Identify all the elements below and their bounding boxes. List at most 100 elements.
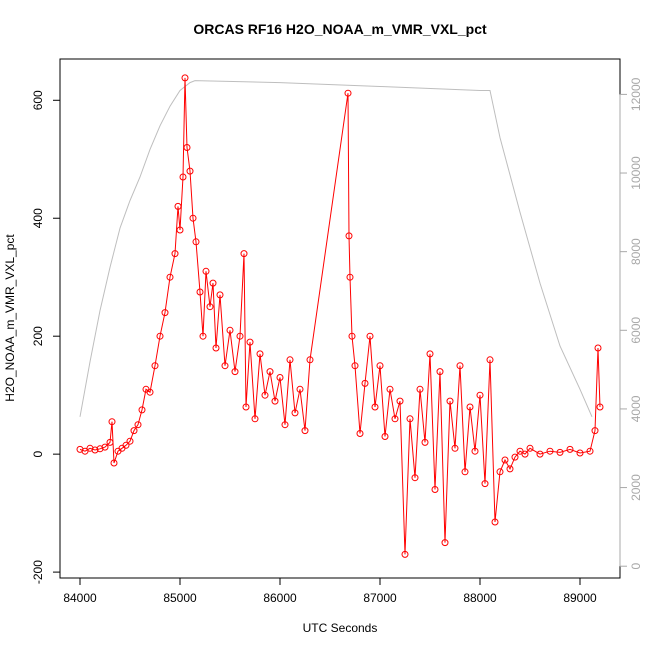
data-point (183, 144, 191, 151)
data-point (406, 415, 414, 423)
data-point (346, 273, 354, 281)
x-axis-label: UTC Seconds (303, 621, 378, 635)
data-point (461, 468, 469, 476)
data-point (161, 309, 169, 317)
data-point (486, 356, 494, 364)
y-tick-label: -200 (31, 560, 45, 584)
data-point (216, 291, 224, 299)
data-point (106, 438, 114, 446)
data-point (344, 89, 352, 97)
data-point (441, 539, 449, 547)
data-point (366, 332, 374, 340)
data-point (446, 397, 454, 405)
data-point (281, 421, 289, 429)
data-point (156, 332, 164, 340)
data-point (276, 374, 284, 381)
data-point (306, 356, 314, 364)
data-point (122, 441, 130, 449)
secondary-series-line (79, 80, 593, 417)
x-tick-label: 86000 (263, 591, 297, 605)
data-point (546, 447, 554, 455)
data-point (426, 350, 434, 358)
data-point (594, 344, 602, 352)
data-point (471, 447, 479, 455)
data-point (96, 445, 104, 453)
data-point (138, 406, 146, 414)
y2-tick-label: 8000 (629, 238, 643, 265)
data-point (556, 448, 564, 456)
data-point (491, 518, 499, 526)
data-point (566, 445, 574, 453)
data-point (171, 250, 179, 258)
data-point (151, 362, 159, 370)
data-point (501, 456, 509, 464)
data-point (81, 447, 89, 455)
data-point (496, 468, 504, 476)
data-point (476, 391, 484, 399)
data-point (291, 409, 299, 417)
data-point (176, 226, 184, 234)
data-point (174, 202, 182, 210)
data-point (536, 450, 544, 458)
x-tick-label: 89000 (563, 591, 597, 605)
data-point (421, 438, 429, 446)
x-tick-label: 85000 (163, 591, 197, 605)
secondary-series (79, 80, 593, 417)
data-point (481, 480, 489, 488)
axes: 84000 85000 86000 87000 88000 89000 -200 0 200 40… (31, 77, 643, 605)
data-point (266, 368, 274, 376)
y2-tick-label: 4000 (629, 395, 643, 422)
data-point (91, 446, 99, 454)
data-point (371, 403, 379, 411)
data-point (196, 288, 204, 296)
data-point (345, 232, 353, 240)
data-point (221, 362, 229, 370)
data-point (271, 397, 279, 405)
data-point (186, 167, 194, 175)
data-point (110, 459, 118, 467)
data-point (226, 326, 234, 334)
data-point (240, 250, 248, 258)
x-tick-label: 88000 (463, 591, 497, 605)
data-point (416, 385, 424, 393)
data-point (231, 368, 239, 376)
data-point (526, 444, 534, 452)
data-point (108, 418, 116, 426)
data-point (130, 427, 138, 435)
data-point (206, 303, 214, 311)
x-tick-label: 84000 (63, 591, 97, 605)
data-point (521, 450, 529, 458)
data-point (391, 415, 399, 423)
data-point (381, 433, 389, 440)
data-point (166, 273, 174, 281)
data-point (126, 437, 134, 445)
data-point (256, 350, 264, 358)
primary-series-line (79, 77, 601, 555)
data-point (134, 421, 142, 429)
data-point (181, 74, 189, 82)
data-point (209, 279, 217, 287)
data-point (591, 427, 599, 435)
data-point (361, 379, 369, 387)
plot-frame (59, 58, 621, 579)
data-point (86, 444, 94, 452)
data-point (251, 415, 259, 423)
data-point (436, 368, 444, 376)
data-point (386, 385, 394, 393)
data-point (101, 443, 109, 451)
data-point (286, 356, 294, 364)
data-point (506, 465, 514, 473)
y-axis-label: H2O_NOAA_m_VMR_VXL_pct (3, 234, 17, 402)
data-point (146, 388, 154, 396)
primary-series (76, 74, 604, 558)
data-point (396, 397, 404, 405)
data-point (456, 362, 464, 370)
y2-tick-label: 6000 (629, 317, 643, 344)
y-tick-label: 0 (31, 450, 45, 457)
data-point (301, 427, 309, 435)
data-point (192, 238, 200, 246)
y-tick-label: 600 (31, 90, 45, 110)
data-point (199, 332, 207, 340)
y2-tick-label: 12000 (629, 77, 643, 111)
